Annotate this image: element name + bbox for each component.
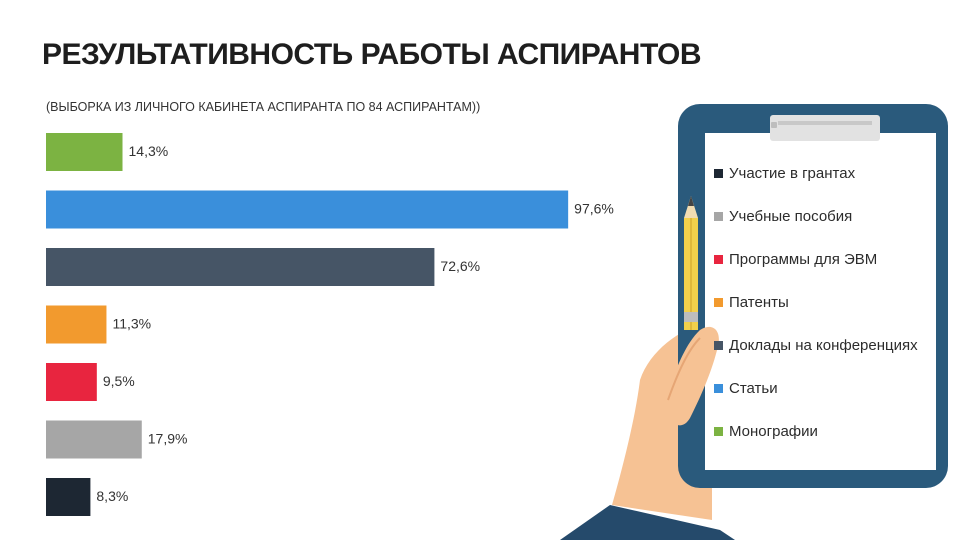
legend-swatch (714, 341, 723, 350)
bar-7 (46, 478, 91, 516)
bar-value-label: 9,5% (103, 373, 135, 389)
bar-value-label: 97,6% (574, 201, 614, 217)
legend-label: Учебные пособия (729, 208, 853, 225)
bar-value-label: 11,3% (112, 316, 151, 332)
bar-1 (46, 133, 123, 171)
bar-value-label: 14,3% (129, 143, 169, 159)
sleeve-shape (560, 505, 735, 540)
legend-label: Программы для ЭВМ (729, 251, 878, 268)
legend-item: Монографии (714, 410, 940, 453)
pencil-icon (684, 196, 698, 330)
legend-item: Статьи (714, 367, 940, 410)
legend-swatch (714, 212, 723, 221)
legend-item: Доклады на конференциях (714, 324, 940, 367)
bar-6 (46, 420, 142, 459)
legend-swatch (714, 384, 723, 393)
legend-label: Статьи (729, 380, 778, 397)
page-subtitle: (ВЫБОРКА ИЗ ЛИЧНОГО КАБИНЕТА АСПИРАНТА П… (46, 100, 481, 114)
legend-swatch (714, 427, 723, 436)
bar-2 (46, 190, 569, 229)
bar-value-label: 72,6% (440, 258, 480, 274)
legend-label: Монографии (729, 423, 818, 440)
bar-value-label: 8,3% (96, 488, 128, 504)
clipboard-paper (705, 133, 936, 470)
legend-item: Патенты (714, 281, 940, 324)
bar-value-label: 17,9% (148, 431, 188, 447)
bar-3 (46, 248, 435, 286)
legend-swatch (714, 169, 723, 178)
legend-label: Патенты (729, 294, 789, 311)
legend-item: Программы для ЭВМ (714, 238, 940, 281)
thumb-shape (668, 326, 719, 426)
clipboard-clip (770, 115, 880, 141)
page-title: РЕЗУЛЬТАТИВНОСТЬ РАБОТЫ АСПИРАНТОВ (42, 38, 702, 71)
legend-label: Доклады на конференциях (729, 337, 918, 354)
legend-item: Учебные пособия (714, 195, 940, 238)
bar-chart: 14,3% 97,6% 72,6% 11,3% 9,5% 17,9% 8,3% (46, 133, 614, 516)
chart-legend: Участие в грантах Учебные пособия Программ… (714, 152, 940, 453)
legend-label: Участие в грантах (729, 165, 856, 182)
legend-swatch (714, 255, 723, 264)
legend-item: Участие в грантах (714, 152, 940, 195)
bar-5 (46, 363, 97, 401)
legend-swatch (714, 298, 723, 307)
bar-4 (46, 305, 107, 344)
